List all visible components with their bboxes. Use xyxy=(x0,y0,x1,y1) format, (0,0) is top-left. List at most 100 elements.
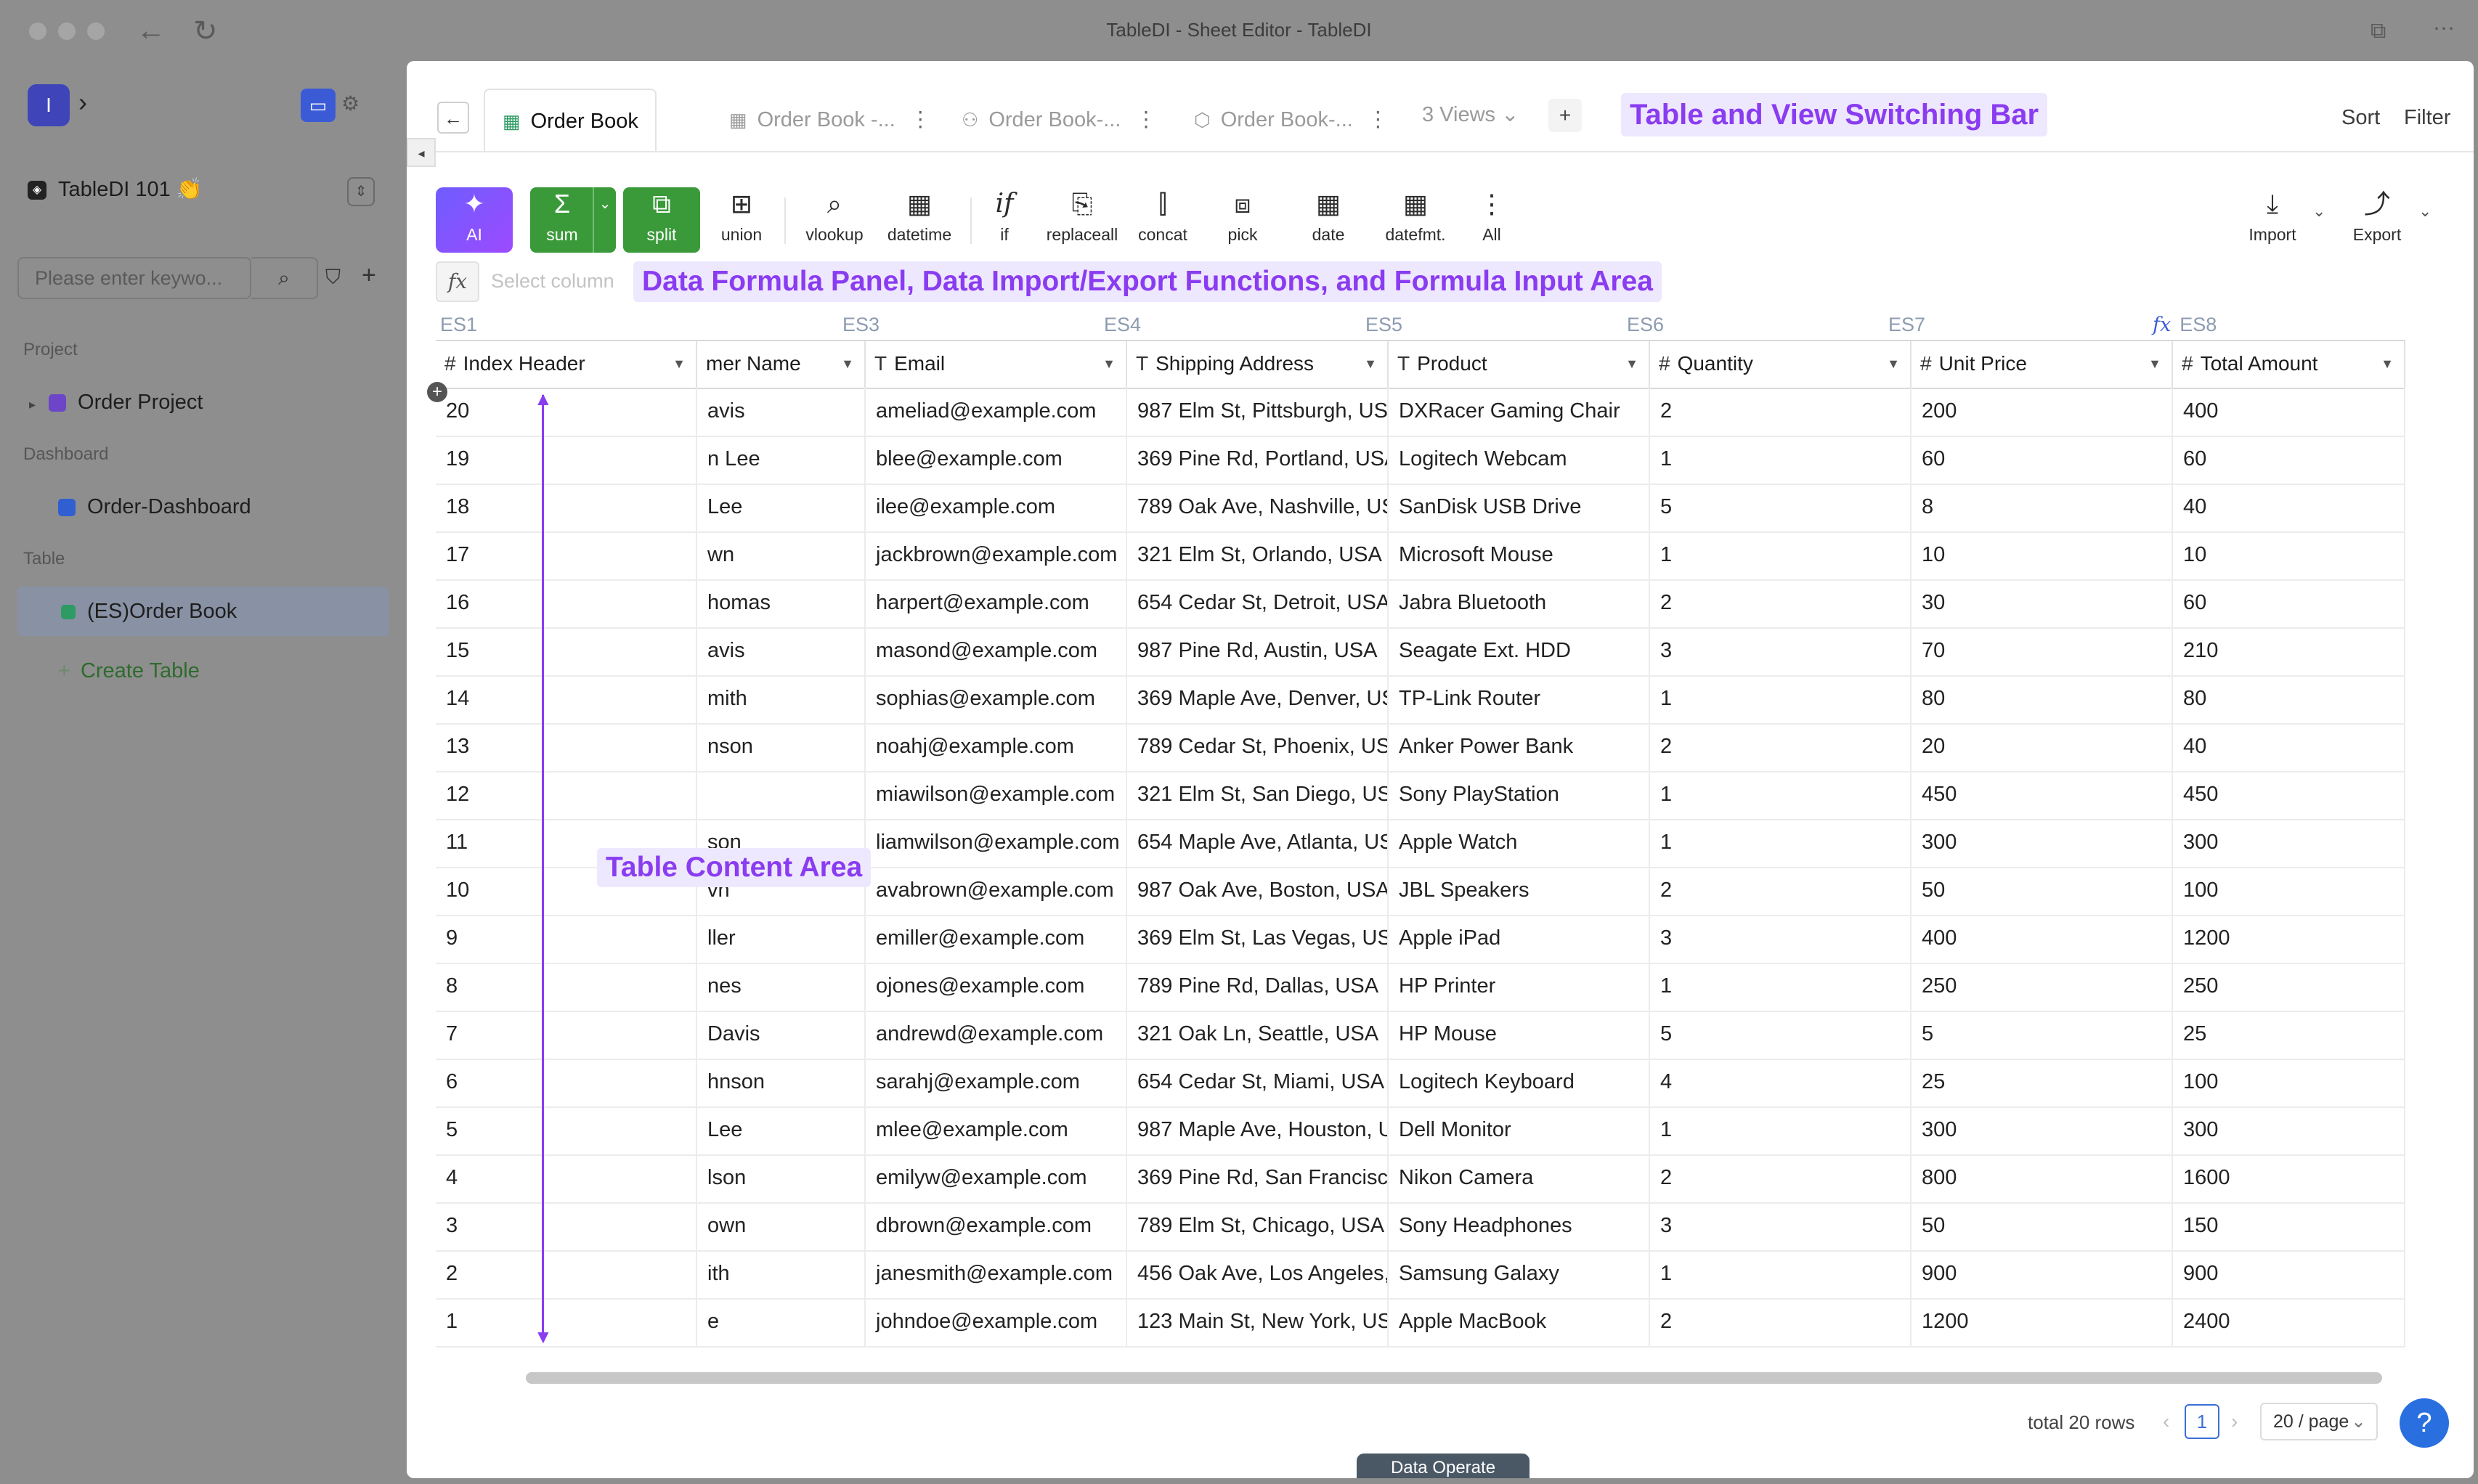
tab-order-book-cube[interactable]: ⬡ Order Book-... ⋮ xyxy=(1194,89,1389,151)
table-cell[interactable]: andrewd@example.com xyxy=(866,1011,1127,1059)
table-cell[interactable]: 789 Cedar St, Phoenix, US xyxy=(1127,723,1389,771)
table-cell[interactable]: sophias@example.com xyxy=(866,675,1127,723)
column-header-index[interactable]: # Index Header ▼ xyxy=(436,341,697,388)
table-cell[interactable]: 400 xyxy=(1912,915,2173,963)
desktop-view-icon[interactable]: ▭ xyxy=(301,89,336,122)
table-cell[interactable]: Anker Power Bank xyxy=(1389,723,1650,771)
create-table-button[interactable]: + Create Table xyxy=(17,646,389,696)
table-row[interactable]: 12 miawilson@example.com 321 Elm St, San D… xyxy=(436,771,2405,820)
table-cell[interactable]: Microsoft Mouse xyxy=(1389,531,1650,579)
column-dropdown-icon[interactable]: ▼ xyxy=(1102,356,1116,371)
table-cell[interactable] xyxy=(697,771,866,819)
table-cell[interactable]: n Lee xyxy=(697,436,866,484)
table-cell[interactable]: 300 xyxy=(1912,819,2173,867)
table-cell[interactable]: Nikon Camera xyxy=(1389,1154,1650,1202)
table-cell[interactable]: 5 xyxy=(1650,484,1912,531)
if-button[interactable]: if if xyxy=(986,187,1023,253)
table-cell[interactable]: 10 xyxy=(1912,531,2173,579)
table-cell[interactable]: 2 xyxy=(1650,1154,1912,1202)
table-cell[interactable]: avis xyxy=(697,388,866,436)
table-cell[interactable]: 100 xyxy=(2173,867,2405,915)
table-cell[interactable]: ojones@example.com xyxy=(866,963,1127,1011)
column-header-shipping-address[interactable]: T Shipping Address ▼ xyxy=(1127,341,1389,388)
concat-button[interactable]: ⫿ concat xyxy=(1132,187,1194,253)
sidebar-search-input[interactable]: Please enter keywo... xyxy=(17,257,251,299)
table-cell[interactable]: masond@example.com xyxy=(866,627,1127,675)
column-header-quantity[interactable]: # Quantity ▼ xyxy=(1650,341,1912,388)
table-cell[interactable]: 50 xyxy=(1912,867,2173,915)
table-cell[interactable]: 19 xyxy=(436,436,697,484)
table-cell[interactable]: 2 xyxy=(1650,388,1912,436)
table-cell[interactable]: 210 xyxy=(2173,627,2405,675)
table-row[interactable]: 2 ith janesmith@example.com 456 Oak Ave, Lo… xyxy=(436,1250,2405,1300)
table-cell[interactable]: HP Printer xyxy=(1389,963,1650,1011)
table-cell[interactable]: Logitech Webcam xyxy=(1389,436,1650,484)
table-cell[interactable]: 7 xyxy=(436,1011,697,1059)
table-cell[interactable]: 987 Oak Ave, Boston, USA xyxy=(1127,867,1389,915)
table-cell[interactable]: liamwilson@example.com xyxy=(866,819,1127,867)
table-cell[interactable]: Sony Headphones xyxy=(1389,1202,1650,1250)
table-cell[interactable]: Apple iPad xyxy=(1389,915,1650,963)
column-dropdown-icon[interactable]: ▼ xyxy=(673,356,686,371)
table-cell[interactable]: 2400 xyxy=(2173,1298,2405,1346)
table-cell[interactable]: 789 Elm St, Chicago, USA xyxy=(1127,1202,1389,1250)
table-row[interactable]: 10 vn avabrown@example.com 987 Oak Ave, Bos… xyxy=(436,867,2405,916)
table-cell[interactable]: 80 xyxy=(1912,675,2173,723)
table-cell[interactable]: 14 xyxy=(436,675,697,723)
table-cell[interactable]: 1 xyxy=(1650,819,1912,867)
table-cell[interactable]: 80 xyxy=(2173,675,2405,723)
table-cell[interactable]: 40 xyxy=(2173,723,2405,771)
table-cell[interactable]: 16 xyxy=(436,579,697,627)
table-cell[interactable]: Lee xyxy=(697,1106,866,1154)
datetime-button[interactable]: ▦ datetime xyxy=(882,187,957,253)
table-cell[interactable]: 654 Cedar St, Miami, USA xyxy=(1127,1059,1389,1106)
table-cell[interactable]: 987 Maple Ave, Houston, U xyxy=(1127,1106,1389,1154)
table-cell[interactable]: 150 xyxy=(2173,1202,2405,1250)
table-cell[interactable]: avabrown@example.com xyxy=(866,867,1127,915)
search-icon[interactable]: ⌕ xyxy=(251,257,318,299)
table-row[interactable]: 6 hnson sarahj@example.com 654 Cedar St, Mi… xyxy=(436,1059,2405,1108)
table-cell[interactable]: 250 xyxy=(2173,963,2405,1011)
close-window-button[interactable] xyxy=(29,23,46,40)
all-button[interactable]: ⋮ All xyxy=(1470,187,1514,253)
table-cell[interactable]: mlee@example.com xyxy=(866,1106,1127,1154)
table-row[interactable]: 3 own dbrown@example.com 789 Elm St, Chicag… xyxy=(436,1202,2405,1252)
table-cell[interactable]: 3 xyxy=(1650,1202,1912,1250)
table-cell[interactable]: 1600 xyxy=(2173,1154,2405,1202)
table-cell[interactable]: 20 xyxy=(1912,723,2173,771)
table-cell[interactable]: 100 xyxy=(2173,1059,2405,1106)
table-row[interactable]: 7 Davis andrewd@example.com 321 Oak Ln, Sea… xyxy=(436,1011,2405,1060)
page-size-select[interactable]: 20 / page ⌄ xyxy=(2260,1403,2378,1440)
add-row-icon[interactable]: + xyxy=(427,382,447,402)
table-cell[interactable]: ameliad@example.com xyxy=(866,388,1127,436)
table-cell[interactable]: nson xyxy=(697,723,866,771)
help-button[interactable]: ? xyxy=(2400,1398,2449,1448)
caret-right-icon[interactable]: ▸ xyxy=(29,397,36,412)
table-cell[interactable]: johndoe@example.com xyxy=(866,1298,1127,1346)
add-icon[interactable]: + xyxy=(362,261,376,289)
table-cell[interactable]: 450 xyxy=(1912,771,2173,819)
table-cell[interactable]: 10 xyxy=(436,867,697,915)
table-cell[interactable]: 2 xyxy=(1650,1298,1912,1346)
data-operate-button[interactable]: Data Operate xyxy=(1357,1454,1530,1478)
filter-button[interactable]: Filter xyxy=(2404,106,2451,129)
table-cell[interactable]: 300 xyxy=(2173,819,2405,867)
collapse-sidebar-icon[interactable]: ◂ xyxy=(407,138,436,167)
table-cell[interactable]: 789 Oak Ave, Nashville, US xyxy=(1127,484,1389,531)
table-cell[interactable]: miawilson@example.com xyxy=(866,771,1127,819)
table-cell[interactable]: 400 xyxy=(2173,388,2405,436)
table-cell[interactable]: 321 Oak Ln, Seattle, USA xyxy=(1127,1011,1389,1059)
table-cell[interactable]: Sony PlayStation xyxy=(1389,771,1650,819)
table-cell[interactable]: 17 xyxy=(436,531,697,579)
table-cell[interactable]: 2 xyxy=(1650,867,1912,915)
table-cell[interactable]: own xyxy=(697,1202,866,1250)
gear-icon[interactable]: ⚙ xyxy=(341,92,360,115)
tab-menu-icon[interactable]: ⋮ xyxy=(909,108,931,131)
table-row[interactable]: 16 homas harpert@example.com 654 Cedar St, … xyxy=(436,579,2405,629)
column-dropdown-icon[interactable]: ▼ xyxy=(1887,356,1900,371)
table-cell[interactable]: 987 Pine Rd, Austin, USA xyxy=(1127,627,1389,675)
table-cell[interactable]: 789 Pine Rd, Dallas, USA xyxy=(1127,963,1389,1011)
table-cell[interactable]: JBL Speakers xyxy=(1389,867,1650,915)
table-cell[interactable]: harpert@example.com xyxy=(866,579,1127,627)
window-toggle-icon[interactable]: ⧉ xyxy=(2371,19,2386,43)
